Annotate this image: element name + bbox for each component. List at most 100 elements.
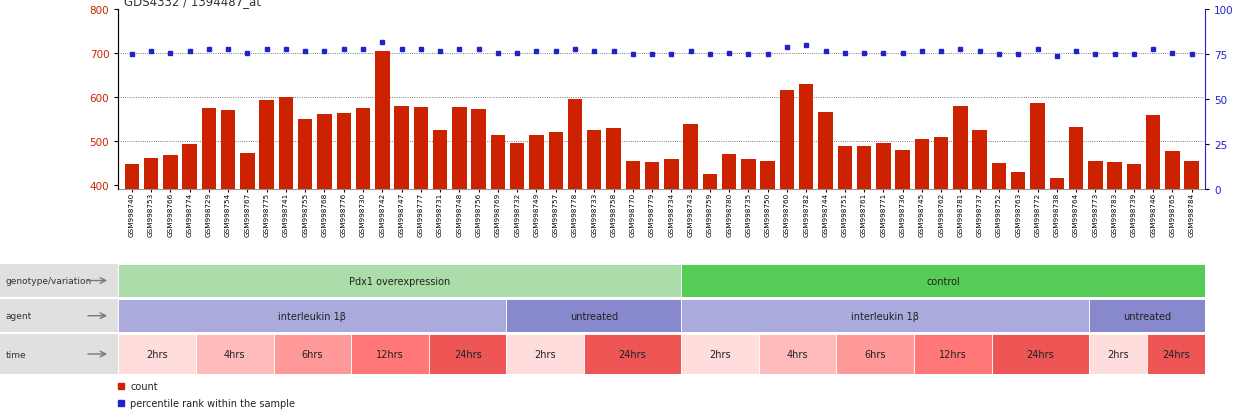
- Bar: [1088, 161, 1103, 361]
- Text: 24hrs: 24hrs: [1026, 349, 1055, 359]
- Bar: [529, 135, 544, 361]
- Bar: [876, 144, 890, 361]
- Bar: [118, 299, 507, 332]
- Bar: [681, 264, 1205, 297]
- Bar: [934, 138, 949, 361]
- Bar: [202, 109, 217, 361]
- Bar: [428, 335, 507, 374]
- Bar: [317, 115, 331, 361]
- Bar: [954, 107, 967, 361]
- Bar: [1127, 164, 1142, 361]
- Bar: [799, 85, 813, 361]
- Text: genotype/variation: genotype/variation: [6, 276, 92, 285]
- Bar: [124, 165, 139, 361]
- Bar: [195, 335, 274, 374]
- Bar: [838, 146, 852, 361]
- Bar: [1050, 179, 1064, 361]
- Bar: [1031, 104, 1045, 361]
- Bar: [182, 145, 197, 361]
- Text: 24hrs: 24hrs: [1162, 349, 1190, 359]
- Text: 2hrs: 2hrs: [1107, 349, 1129, 359]
- Bar: [507, 335, 584, 374]
- Bar: [1011, 173, 1026, 361]
- Bar: [914, 335, 992, 374]
- Text: 2hrs: 2hrs: [146, 349, 168, 359]
- Bar: [664, 159, 679, 361]
- Bar: [1088, 335, 1147, 374]
- Bar: [992, 164, 1006, 361]
- Text: Pdx1 overexpression: Pdx1 overexpression: [349, 276, 451, 286]
- Bar: [702, 175, 717, 361]
- Bar: [722, 155, 736, 361]
- Text: 4hrs: 4hrs: [224, 349, 245, 359]
- Bar: [298, 120, 312, 361]
- Bar: [606, 128, 621, 361]
- Text: 2hrs: 2hrs: [710, 349, 731, 359]
- Bar: [741, 159, 756, 361]
- Bar: [491, 136, 505, 361]
- Bar: [625, 161, 640, 361]
- Bar: [1145, 116, 1160, 361]
- Text: agent: agent: [6, 311, 32, 320]
- Bar: [568, 100, 583, 361]
- Bar: [144, 159, 158, 361]
- Bar: [472, 110, 486, 361]
- Text: 24hrs: 24hrs: [453, 349, 482, 359]
- Text: interleukin 1β: interleukin 1β: [850, 311, 919, 321]
- Text: untreated: untreated: [1123, 311, 1172, 321]
- Text: percentile rank within the sample: percentile rank within the sample: [131, 398, 295, 408]
- Bar: [779, 90, 794, 361]
- Bar: [279, 98, 293, 361]
- Bar: [452, 108, 467, 361]
- Text: 4hrs: 4hrs: [787, 349, 808, 359]
- Bar: [1068, 128, 1083, 361]
- Bar: [163, 155, 178, 361]
- Text: time: time: [6, 350, 26, 358]
- Bar: [915, 140, 929, 361]
- Bar: [818, 112, 833, 361]
- Text: control: control: [926, 276, 960, 286]
- Bar: [1088, 299, 1205, 332]
- Text: 6hrs: 6hrs: [864, 349, 886, 359]
- Bar: [1107, 163, 1122, 361]
- Bar: [681, 299, 1088, 332]
- Bar: [645, 162, 660, 361]
- Text: count: count: [131, 381, 158, 391]
- Bar: [681, 335, 758, 374]
- Bar: [588, 131, 601, 361]
- Text: 12hrs: 12hrs: [939, 349, 966, 359]
- Bar: [684, 124, 698, 361]
- Bar: [259, 101, 274, 361]
- Text: untreated: untreated: [570, 311, 618, 321]
- Bar: [351, 335, 428, 374]
- Bar: [972, 131, 987, 361]
- Bar: [433, 131, 447, 361]
- Text: GDS4332 / 1394487_at: GDS4332 / 1394487_at: [124, 0, 261, 8]
- Bar: [413, 108, 428, 361]
- Bar: [510, 144, 524, 361]
- Bar: [274, 335, 351, 374]
- Bar: [118, 335, 195, 374]
- Bar: [584, 335, 681, 374]
- Bar: [761, 161, 774, 361]
- Bar: [395, 107, 408, 361]
- Text: 2hrs: 2hrs: [534, 349, 557, 359]
- Bar: [837, 335, 914, 374]
- Bar: [1147, 335, 1205, 374]
- Bar: [895, 151, 910, 361]
- Bar: [240, 153, 255, 361]
- Text: 6hrs: 6hrs: [301, 349, 324, 359]
- Bar: [220, 111, 235, 361]
- Bar: [549, 133, 563, 361]
- Bar: [1184, 161, 1199, 361]
- Text: 12hrs: 12hrs: [376, 349, 403, 359]
- Text: interleukin 1β: interleukin 1β: [279, 311, 346, 321]
- Bar: [507, 299, 681, 332]
- Bar: [336, 113, 351, 361]
- Bar: [1165, 152, 1179, 361]
- Text: 24hrs: 24hrs: [619, 349, 646, 359]
- Bar: [118, 264, 681, 297]
- Bar: [857, 146, 872, 361]
- Bar: [356, 109, 370, 361]
- Bar: [375, 52, 390, 361]
